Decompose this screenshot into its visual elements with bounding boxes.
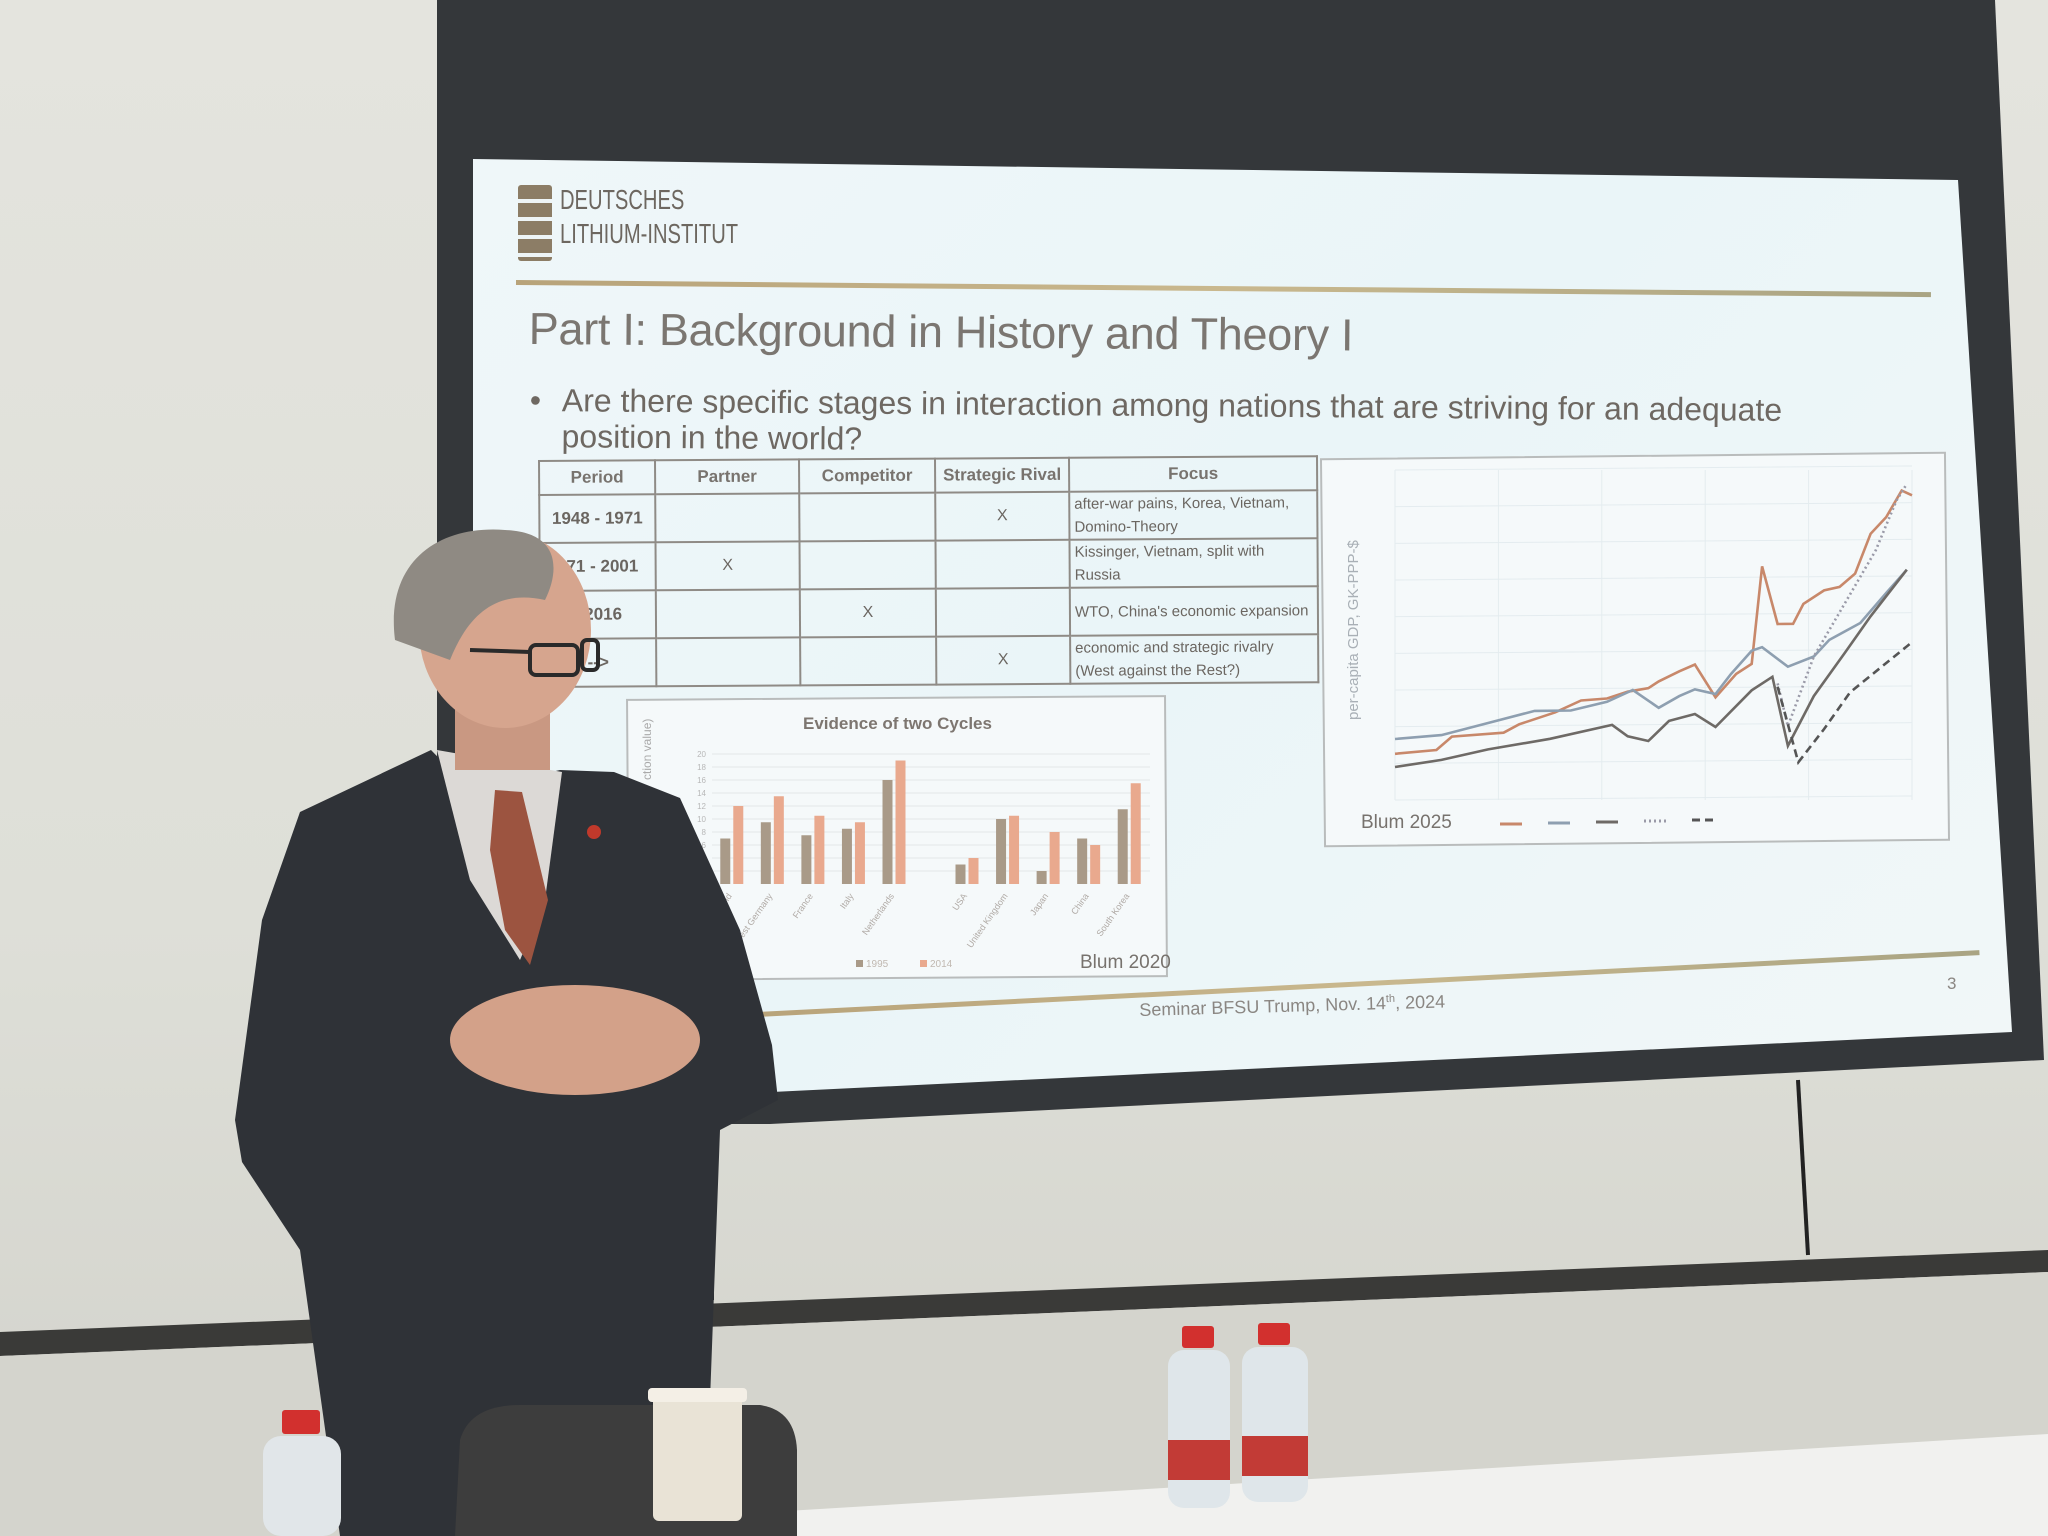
bar-2014	[968, 858, 979, 884]
hair	[393, 529, 554, 660]
logo-line1: DEUTSCHES	[560, 184, 685, 215]
bar-2014	[773, 796, 784, 884]
bar-2014	[1130, 783, 1141, 884]
line-gridline	[1394, 538, 1913, 544]
line-gridline	[1394, 648, 1913, 654]
line-gridline	[1394, 465, 1913, 471]
bar-y-tick-label: 16	[697, 776, 706, 785]
bar-2014	[1049, 832, 1060, 884]
bar-y-tick-label: 20	[697, 750, 706, 759]
bar-1995	[760, 822, 771, 884]
suit	[235, 750, 778, 1536]
line-gridline	[1394, 575, 1913, 581]
bar-y-tick-label: 10	[697, 815, 706, 824]
coffee-cup	[653, 1395, 742, 1521]
line-gridline	[1394, 612, 1913, 618]
lapel-pin-icon	[587, 825, 601, 839]
legend-swatch	[856, 960, 863, 967]
bar-chart-source: Blum 2020	[1080, 952, 1171, 973]
page-number: 3	[1947, 974, 1957, 993]
lithium-institute-logo-icon	[518, 185, 552, 261]
water-bottle	[1242, 1323, 1308, 1502]
line-series-2	[1394, 568, 1908, 741]
line-gridline	[1394, 685, 1913, 691]
legend-swatch	[920, 960, 927, 967]
bar-y-tick-label: 14	[697, 789, 706, 798]
bar-1995	[955, 864, 966, 884]
line-series-1	[1394, 488, 1913, 756]
bar-2014	[1090, 845, 1101, 884]
line-series-4	[1776, 483, 1908, 731]
bar-2014	[814, 815, 825, 884]
line-series-5	[1776, 641, 1913, 766]
bar-1995	[996, 819, 1007, 884]
line-gridline	[1394, 502, 1913, 508]
line-series-3	[1394, 568, 1908, 769]
bar-y-tick-label: 8	[702, 828, 707, 837]
water-bottle	[263, 1410, 341, 1536]
cup-lid	[648, 1388, 747, 1402]
water-bottle	[1168, 1326, 1230, 1508]
glasses-icon	[469, 638, 600, 677]
bar-y-tick-label: 18	[697, 763, 706, 772]
bar-1995	[720, 838, 731, 884]
bar-1995	[882, 780, 893, 884]
bar-y-tick-label: 6	[702, 841, 707, 850]
line-gridline	[1394, 758, 1913, 764]
desk	[640, 1434, 2048, 1536]
bar-2014	[895, 760, 906, 884]
legend-label: 2014	[930, 959, 953, 970]
tie	[490, 790, 548, 965]
logo-line2: LITHIUM-INSTITUT	[560, 218, 739, 249]
logo-text: DEUTSCHES LITHIUM-INSTITUT	[560, 183, 738, 251]
bar-1995	[1077, 838, 1088, 884]
bar-chart-title: Evidence of two Cycles	[803, 714, 992, 733]
bar-y-tick-label: 12	[697, 802, 706, 811]
bar-1995	[1036, 871, 1047, 884]
bar-1995	[841, 828, 852, 884]
bar-2014	[1009, 815, 1020, 884]
bar-1995	[801, 835, 812, 884]
bar-1995	[1117, 809, 1128, 884]
bar-2014	[733, 806, 744, 884]
screen-cord	[1796, 1079, 1810, 1256]
hands	[450, 985, 700, 1095]
presenter	[235, 529, 778, 1536]
line-chart-source: Blum 2025	[1361, 812, 1452, 833]
chair	[455, 1405, 797, 1536]
legend-label: 1995	[866, 959, 889, 970]
bar-2014	[854, 822, 865, 884]
line-gridline	[1394, 795, 1913, 801]
